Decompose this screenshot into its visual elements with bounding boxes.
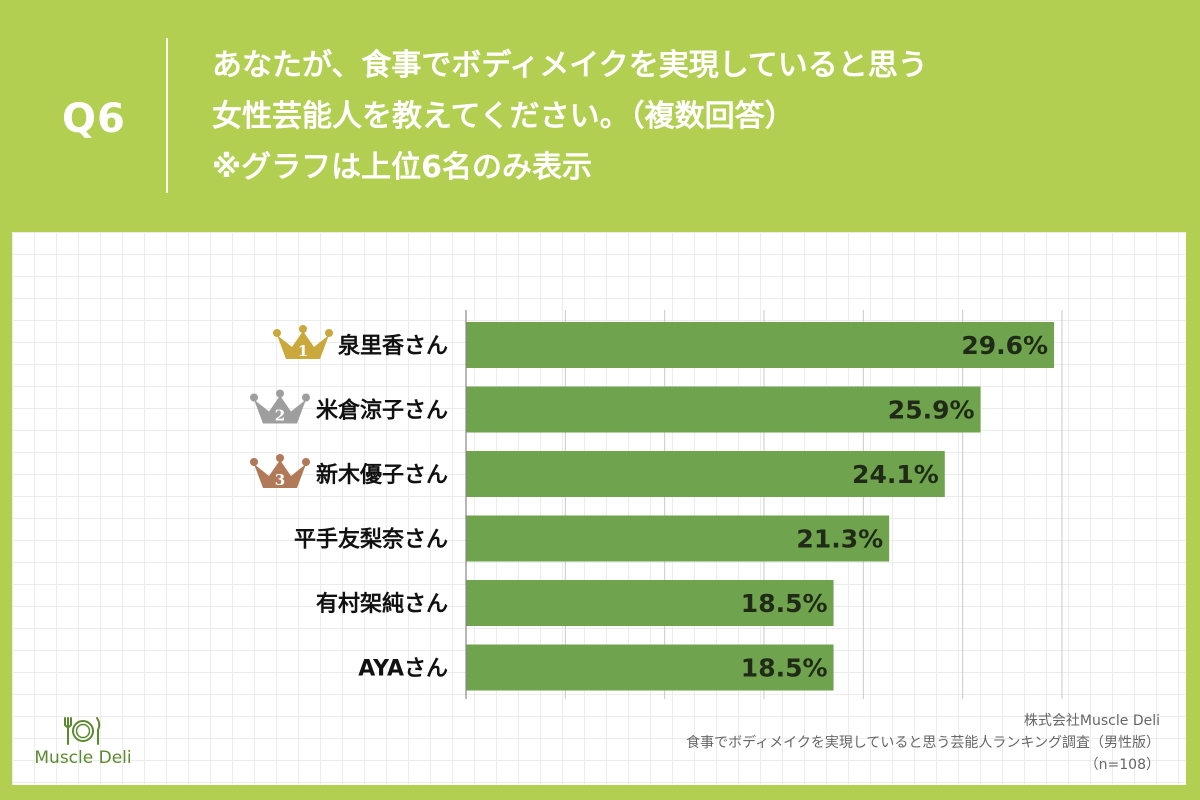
crown-jewel	[250, 393, 258, 402]
crown-jewel	[276, 454, 284, 462]
question-line-3: ※グラフは上位6名のみ表示	[212, 150, 593, 185]
value-label: 18.5%	[741, 589, 828, 618]
muscle-deli-logo: Muscle Deli	[28, 716, 138, 780]
value-label: 29.6%	[961, 331, 1048, 360]
category-label: 米倉涼子さん	[316, 398, 448, 424]
bar-chart: 29.6% 泉里香さん 1 25.9% 米倉涼子さん 2 24.1% 新木優子さん 3 21.3%…	[250, 310, 1063, 699]
source-sample-size: （n=108）	[1084, 757, 1160, 773]
rank-number: 3	[275, 471, 285, 489]
category-label: 有村架純さん	[316, 591, 448, 617]
crown-jewel	[250, 458, 258, 466]
crown-jewel	[273, 329, 281, 337]
bar	[466, 515, 890, 562]
source-company: 株式会社Muscle Deli	[1023, 713, 1160, 729]
category-label: AYAさん	[358, 657, 448, 682]
rank-number: 1	[298, 342, 308, 360]
question-text: あなたが、食事でボディメイクを実現していると思う 女性芸能人を教えてください。（…	[212, 40, 928, 193]
crown-jewel	[325, 329, 333, 337]
crown-jewel	[299, 325, 307, 333]
category-label: 平手友梨奈さん	[294, 527, 448, 553]
bar	[466, 386, 981, 433]
question-header: Q6 あなたが、食事でボディメイクを実現していると思う 女性芸能人を教えてくださ…	[0, 0, 1200, 215]
value-label: 21.3%	[796, 525, 883, 554]
crown-jewel	[302, 458, 310, 466]
bar	[466, 644, 834, 691]
chart-panel: 29.6% 泉里香さん 1 25.9% 米倉涼子さん 2 24.1% 新木優子さん 3 21.3%…	[12, 232, 1186, 785]
source-survey: 食事でボディメイクを実現していると思う芸能人ランキング調査（男性版）	[686, 735, 1160, 751]
bar	[466, 451, 945, 497]
category-label: 泉里香さん	[338, 333, 448, 359]
bar	[466, 580, 834, 626]
crown-icon	[277, 331, 329, 359]
question-line-2: 女性芸能人を教えてください。（複数回答）	[212, 99, 795, 134]
category-label: 新木優子さん	[316, 462, 448, 488]
crown-icon	[254, 460, 306, 488]
value-label: 18.5%	[741, 654, 828, 683]
question-number: Q6	[62, 96, 126, 142]
rank-number: 2	[275, 407, 285, 425]
value-label: 24.1%	[852, 460, 939, 489]
crown-jewel	[276, 389, 284, 398]
fork-plate-knife-icon	[64, 717, 101, 745]
value-label: 25.9%	[888, 396, 975, 425]
crown-icon	[254, 395, 306, 424]
crown-jewel	[302, 393, 310, 402]
bar	[466, 322, 1055, 368]
question-line-1: あなたが、食事でボディメイクを実現していると思う	[212, 48, 928, 83]
logo-text: Muscle Deli	[34, 748, 132, 768]
source-note: 株式会社Muscle Deli 食事でボディメイクを実現していると思う芸能人ラン…	[686, 710, 1160, 776]
header-divider	[166, 38, 168, 193]
